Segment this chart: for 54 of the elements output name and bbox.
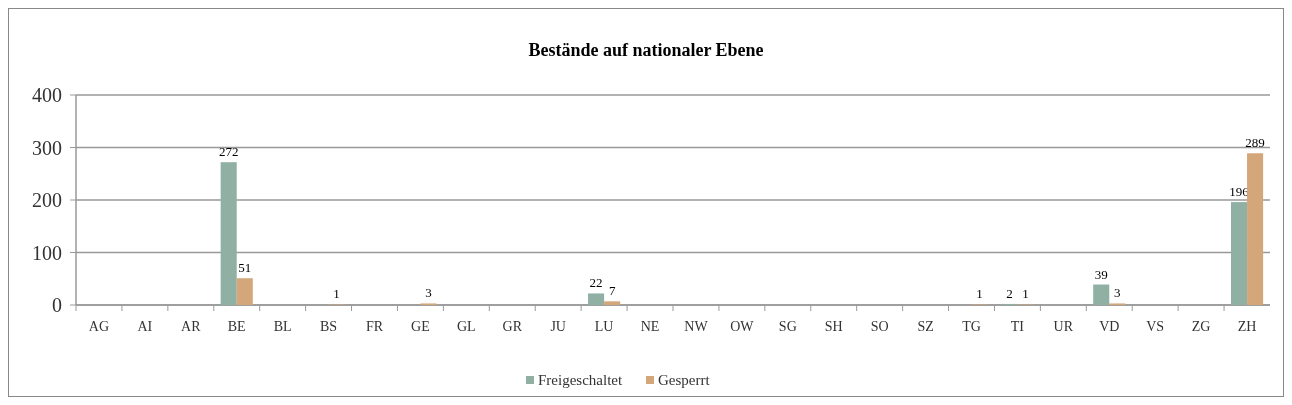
data-label: 3 [1114, 285, 1121, 301]
legend-label: Freigeschaltet [538, 372, 623, 388]
x-tick-label: OW [730, 319, 755, 334]
bar [220, 162, 237, 305]
x-tick-label: SZ [917, 319, 934, 334]
y-tick-label: 0 [52, 294, 62, 316]
data-label: 272 [218, 144, 239, 160]
bar [1093, 284, 1110, 305]
x-tick-label: BL [273, 319, 292, 334]
bar [1247, 153, 1264, 305]
x-tick-label: SG [778, 319, 797, 334]
x-tick-label: SO [870, 319, 889, 334]
bar [1230, 202, 1248, 305]
x-tick-label: ZH [1237, 319, 1257, 334]
data-label: 1 [333, 286, 340, 302]
x-tick-label: AG [88, 319, 110, 334]
x-tick-label: FR [365, 319, 384, 334]
data-label: 7 [608, 283, 616, 299]
y-tick-label: 300 [32, 136, 62, 159]
x-tick-label: GE [411, 319, 430, 334]
bar [604, 301, 621, 305]
chart-title: Bestände auf nationaler Ebene [528, 40, 764, 60]
data-label: 22 [589, 275, 603, 291]
x-tick-label: JU [550, 319, 566, 334]
x-tick-label: AR [181, 319, 202, 334]
x-tick-label: BS [320, 319, 338, 334]
x-tick-label: SH [824, 319, 843, 334]
data-label: 3 [425, 285, 432, 301]
bar [588, 293, 605, 305]
y-tick-label: 400 [32, 84, 62, 106]
x-tick-label: TG [962, 319, 981, 334]
x-tick-label: NE [640, 319, 660, 334]
data-label: 1 [1022, 286, 1029, 302]
x-tick-label: TI [1010, 319, 1025, 334]
x-tick-label: ZG [1191, 319, 1211, 334]
x-tick-label: GL [457, 319, 476, 334]
x-tick-label: LU [594, 319, 614, 334]
data-label: 289 [1245, 135, 1265, 151]
data-label: 51 [238, 260, 252, 276]
x-tick-label: VS [1146, 319, 1165, 334]
x-tick-label: UR [1053, 319, 1074, 334]
legend-label: Gesperrt [658, 372, 711, 388]
data-label: 2 [1006, 285, 1013, 301]
x-tick-label: AI [137, 319, 153, 334]
x-tick-label: VD [1099, 319, 1120, 334]
data-label: 39 [1094, 266, 1108, 282]
y-tick-label: 200 [32, 189, 62, 211]
data-label: 196 [1229, 184, 1250, 200]
data-label: 1 [976, 286, 983, 302]
x-tick-label: GR [502, 319, 523, 334]
y-tick-label: 100 [32, 241, 62, 264]
x-tick-label: NW [684, 319, 709, 334]
x-tick-label: BE [227, 319, 246, 334]
bar [236, 278, 253, 305]
